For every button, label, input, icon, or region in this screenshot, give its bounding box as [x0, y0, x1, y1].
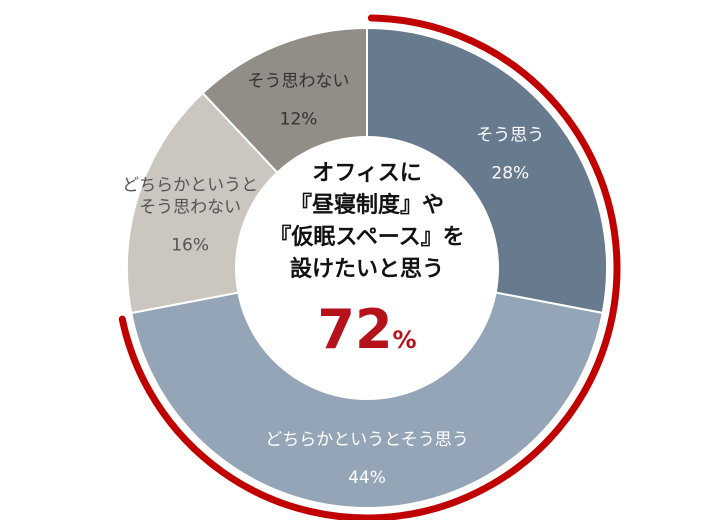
labels-group: そう思う28%どちらかというとそう思う44%どちらかというとそう思わない16%そ… — [122, 71, 544, 488]
center-line-3: 『仮眠スペース』を — [269, 224, 464, 250]
center-number-unit: % — [393, 326, 417, 354]
center-text-group: オフィスに 『昼寝制度』や 『仮眠スペース』を 設けたいと思う 72% — [269, 161, 464, 361]
center-circle — [235, 136, 499, 400]
center-line-4: 設けたいと思う — [290, 256, 444, 282]
center-number-value: 72 — [317, 298, 392, 361]
center-line-2: 『昼寝制度』や — [290, 192, 444, 218]
slice-category-label: どちらかというとそう思う — [265, 430, 469, 450]
slice-category-label: そう思う — [476, 126, 544, 146]
highlight-arc — [118, 14, 621, 520]
slice-category-label: どちらかというと — [122, 176, 258, 196]
slice-value-label: 44% — [348, 468, 386, 488]
slice-value-label: 16% — [171, 236, 209, 256]
slice-value-label: 12% — [280, 109, 318, 129]
slice-category-label: そう思わない — [139, 198, 241, 218]
center-line-1: オフィスに — [312, 161, 422, 186]
slice-category-label: そう思わない — [248, 71, 350, 91]
slice-value-label: 28% — [491, 164, 529, 184]
center-number: 72% — [317, 298, 416, 361]
